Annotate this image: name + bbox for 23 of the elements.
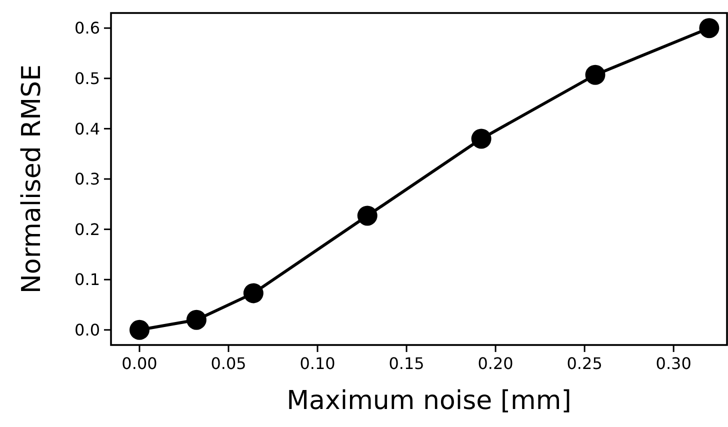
point <box>471 128 492 149</box>
point <box>357 206 378 226</box>
x-tick-label: 0.25 <box>566 354 602 373</box>
point <box>129 320 150 340</box>
x-axis-title: Maximum noise [mm] <box>286 386 572 416</box>
y-tick-label: 0.6 <box>74 18 100 38</box>
point <box>243 283 264 304</box>
y-tick-label: 0.2 <box>74 220 100 239</box>
y-tick-label: 0.0 <box>74 320 100 340</box>
y-tick-label: 0.1 <box>74 270 100 290</box>
y-axis-title: Normalised RMSE <box>17 64 47 294</box>
point <box>186 310 206 330</box>
x-tick-label: 0.00 <box>122 354 158 373</box>
point <box>699 18 720 38</box>
y-tick-label: 0.4 <box>74 119 100 138</box>
x-tick-label: 0.15 <box>388 354 424 373</box>
x-tick-label: 0.10 <box>300 354 336 373</box>
y-tick-label: 0.5 <box>74 68 100 88</box>
x-tick-label: 0.30 <box>656 354 692 373</box>
point <box>585 64 606 85</box>
x-tick-label: 0.05 <box>210 354 246 373</box>
x-tick-label: 0.20 <box>478 354 514 373</box>
y-tick-label: 0.3 <box>74 170 100 189</box>
